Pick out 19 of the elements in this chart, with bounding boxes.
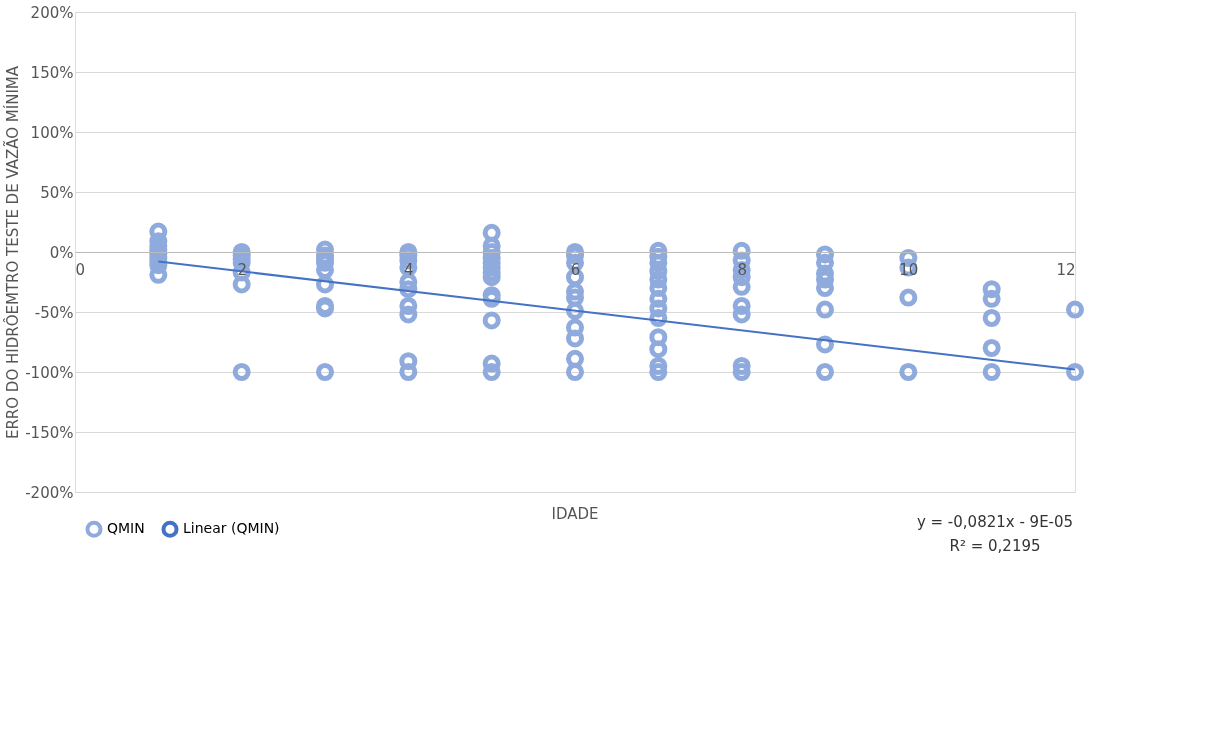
y-tick-label: 200% bbox=[30, 3, 74, 22]
y-tick-label: -150% bbox=[25, 423, 74, 442]
y-axis-title: ERRO DO HIDRÔEMTRO TESTE DE VAZÃO MÍNIMA bbox=[3, 65, 23, 440]
x-tick-label: 0 bbox=[75, 260, 86, 279]
y-tick-label: -200% bbox=[25, 483, 74, 502]
text: R² = 0,2195 bbox=[949, 537, 1041, 555]
x-tick-label: 6 bbox=[570, 260, 581, 279]
x-tick-label: 12 bbox=[1056, 260, 1076, 279]
x-tick-label: 8 bbox=[737, 260, 747, 279]
y-tick-label: -100% bbox=[25, 363, 74, 382]
y-tick-label: 100% bbox=[30, 123, 74, 142]
y-tick-label: 150% bbox=[30, 63, 74, 82]
y-tick-label: 50% bbox=[40, 183, 74, 202]
text: y = -0,0821x - 9E-05 bbox=[916, 513, 1074, 531]
legend-label: Linear (QMIN) bbox=[183, 520, 280, 537]
legend-label: QMIN bbox=[107, 520, 145, 537]
y-tick-label: -50% bbox=[34, 303, 74, 322]
y-tick-label: 0% bbox=[49, 243, 74, 262]
x-axis-title: IDADE bbox=[551, 505, 599, 523]
